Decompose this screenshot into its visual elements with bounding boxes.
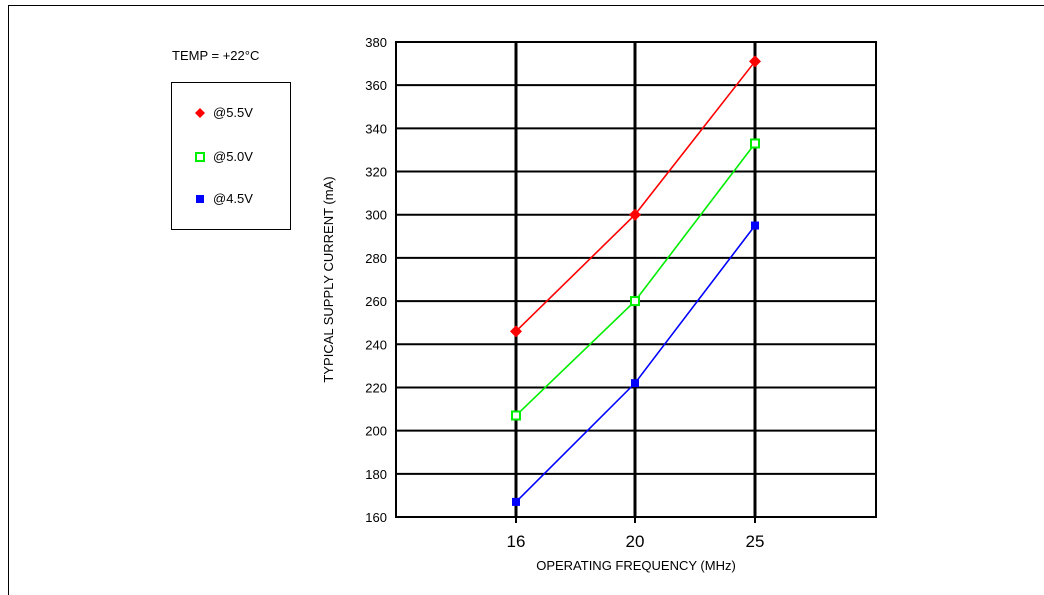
y-tick-label: 320 — [365, 165, 387, 180]
x-tick-label: 16 — [507, 532, 526, 551]
legend-label: @5.5V — [213, 105, 253, 120]
data-point-open-square — [630, 296, 640, 307]
y-tick-label: 240 — [365, 337, 387, 352]
diamond-marker-icon — [195, 107, 205, 118]
y-tick-label: 200 — [365, 424, 387, 439]
legend-item-5-0v: @5.0V — [194, 149, 253, 164]
y-tick-label: 280 — [365, 251, 387, 266]
y-tick-label: 180 — [365, 467, 387, 482]
data-point-open-square — [511, 410, 521, 421]
legend-label: @5.0V — [213, 149, 253, 164]
data-point-square — [512, 497, 520, 506]
legend-item-5-5v: @5.5V — [194, 105, 253, 120]
x-axis-title: OPERATING FREQUENCY (MHz) — [536, 558, 736, 573]
data-point-diamond — [749, 55, 761, 68]
data-point-square — [751, 221, 759, 230]
open-square-marker-icon — [195, 151, 205, 162]
data-point-open-square — [750, 138, 760, 149]
y-tick-label: 260 — [365, 294, 387, 309]
data-point-diamond — [510, 325, 522, 338]
x-tick-label: 20 — [626, 532, 645, 551]
y-tick-label: 360 — [365, 78, 387, 93]
y-tick-label: 220 — [365, 380, 387, 395]
legend-item-4-5v: @4.5V — [194, 191, 253, 206]
x-tick-label: 25 — [746, 532, 765, 551]
temperature-annotation: TEMP = +22°C — [172, 48, 260, 63]
data-point-square — [631, 379, 639, 388]
filled-square-marker-icon — [196, 194, 204, 203]
chart-legend: @5.5V @5.0V @4.5V — [171, 82, 291, 230]
figure-frame — [8, 5, 1044, 595]
data-point-diamond — [629, 208, 641, 221]
y-axis-title: TYPICAL SUPPLY CURRENT (mA) — [321, 176, 336, 382]
y-tick-label: 380 — [365, 35, 387, 50]
y-tick-label: 160 — [365, 510, 387, 525]
y-tick-label: 340 — [365, 121, 387, 136]
legend-label: @4.5V — [213, 191, 253, 206]
y-tick-label: 300 — [365, 208, 387, 223]
